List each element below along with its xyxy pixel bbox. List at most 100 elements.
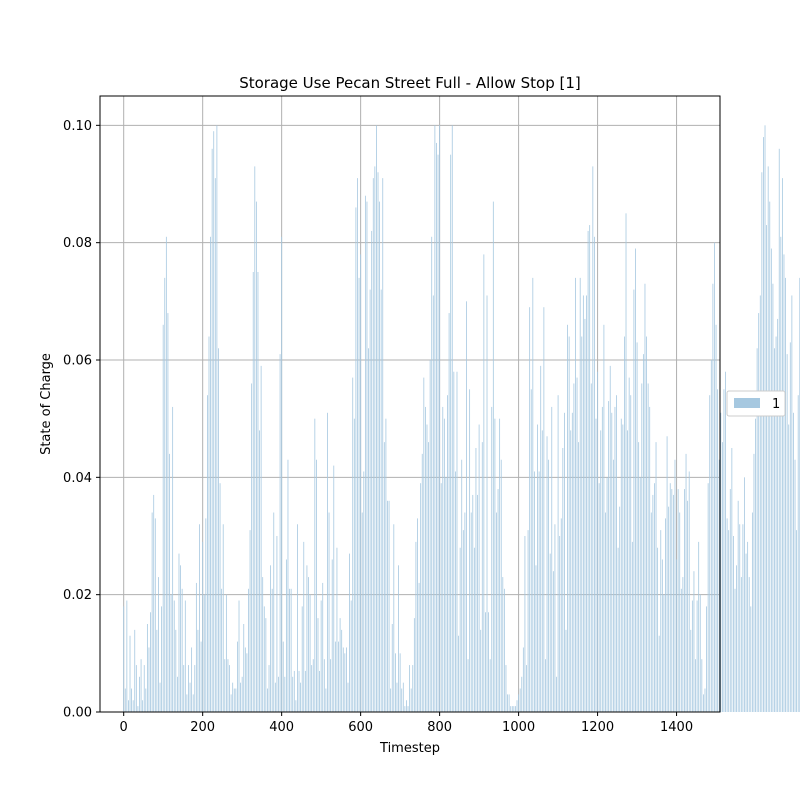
bar (796, 530, 798, 712)
bar (628, 377, 630, 712)
bar (715, 324, 717, 712)
bar (350, 600, 352, 712)
bar (319, 670, 320, 712)
bar (431, 236, 433, 713)
bar (357, 178, 358, 712)
bar (742, 524, 744, 712)
bar (423, 377, 425, 712)
bar (734, 588, 736, 712)
bar (426, 424, 428, 712)
bar (560, 518, 562, 712)
bar (595, 418, 597, 712)
bar (522, 647, 524, 712)
bar (511, 706, 513, 712)
bar (385, 418, 387, 712)
bar (703, 694, 704, 712)
x-tick-label: 0 (120, 720, 128, 735)
bar (213, 131, 215, 712)
bar (251, 383, 253, 712)
bar (331, 559, 333, 712)
bar (564, 412, 565, 712)
bar (361, 512, 363, 712)
bar (647, 383, 649, 712)
bar (696, 600, 698, 712)
bar (513, 706, 515, 712)
bar (707, 483, 709, 712)
bar (274, 682, 276, 712)
bar (777, 318, 779, 712)
bar (254, 166, 256, 712)
bar (445, 477, 447, 712)
bar (334, 641, 336, 712)
bar (235, 688, 237, 712)
bar (543, 307, 545, 712)
bar (233, 688, 235, 712)
y-axis-label: State of Charge (39, 353, 54, 455)
bar (262, 577, 264, 712)
bar (169, 453, 170, 712)
bar (418, 582, 420, 712)
bar (751, 512, 753, 712)
bar (178, 553, 180, 712)
bar (175, 629, 177, 712)
bar (497, 489, 499, 712)
bar (718, 459, 720, 712)
bar (387, 500, 388, 712)
bar (540, 365, 542, 712)
bar (589, 225, 591, 712)
bar (488, 612, 489, 712)
bar (614, 406, 616, 712)
bar (605, 512, 606, 712)
bar (358, 277, 360, 712)
bar (638, 442, 640, 712)
bar (355, 207, 357, 712)
bar (562, 448, 564, 712)
bar (720, 412, 722, 712)
bar (693, 571, 695, 712)
bar (682, 577, 684, 712)
bar (624, 336, 625, 712)
bar (636, 342, 638, 712)
bar (164, 277, 166, 712)
bar (271, 588, 273, 712)
bar (502, 577, 504, 712)
bar (265, 618, 267, 712)
bar (464, 512, 466, 712)
bar (390, 688, 392, 712)
bar (410, 688, 412, 712)
bar (304, 670, 306, 712)
bar (658, 635, 660, 712)
bar (260, 365, 262, 712)
bar (248, 588, 249, 712)
bar (399, 653, 401, 712)
bar (406, 700, 407, 712)
bar (255, 201, 257, 712)
bar (382, 178, 384, 712)
bar (554, 524, 556, 712)
bar (690, 629, 692, 712)
bar (158, 577, 159, 712)
bar (680, 588, 682, 712)
bar (137, 706, 139, 712)
bar (491, 406, 493, 712)
bar (541, 430, 543, 712)
bar (285, 559, 287, 712)
x-tick-label: 1200 (581, 720, 614, 735)
bar (685, 453, 687, 712)
bar (135, 665, 137, 712)
bar (785, 277, 786, 712)
bar (292, 676, 294, 712)
bar (188, 665, 189, 712)
bar (417, 518, 418, 712)
bar (369, 289, 371, 712)
bar (677, 489, 679, 712)
bar (526, 665, 527, 712)
bar (492, 201, 494, 712)
bar (679, 512, 681, 712)
bar (737, 500, 739, 712)
bar (578, 442, 580, 712)
bar (483, 254, 485, 712)
bar (308, 577, 309, 712)
bar (191, 647, 193, 712)
bar (413, 618, 415, 712)
